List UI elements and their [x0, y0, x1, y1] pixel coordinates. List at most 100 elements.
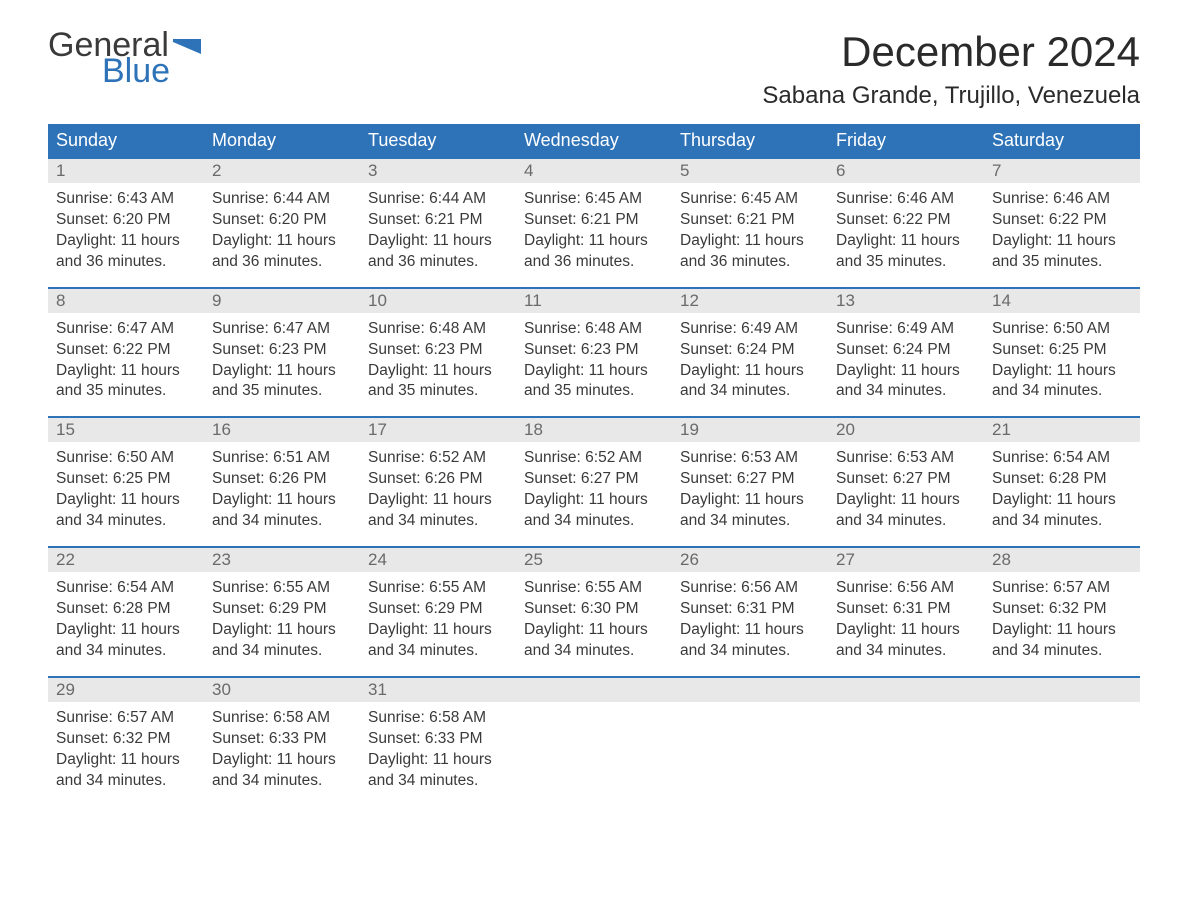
day-daylight2: and 35 minutes.	[368, 381, 508, 402]
day-daylight2: and 34 minutes.	[836, 511, 976, 532]
day-daylight1: Daylight: 11 hours	[56, 620, 196, 641]
weekday-header: Friday	[828, 124, 984, 157]
day-sunset: Sunset: 6:20 PM	[56, 210, 196, 231]
day-daylight2: and 34 minutes.	[368, 771, 508, 792]
day-cell: Sunrise: 6:43 AMSunset: 6:20 PMDaylight:…	[48, 183, 204, 273]
week-body-row: Sunrise: 6:47 AMSunset: 6:22 PMDaylight:…	[48, 313, 1140, 403]
day-number: 19	[672, 418, 828, 442]
day-number	[672, 678, 828, 702]
day-sunrise: Sunrise: 6:49 AM	[680, 319, 820, 340]
day-sunset: Sunset: 6:25 PM	[992, 340, 1132, 361]
title-block: December 2024 Sabana Grande, Trujillo, V…	[762, 28, 1140, 110]
day-number: 21	[984, 418, 1140, 442]
daynum-row: 15161718192021	[48, 416, 1140, 442]
day-daylight1: Daylight: 11 hours	[56, 750, 196, 771]
day-daylight1: Daylight: 11 hours	[524, 361, 664, 382]
day-number: 15	[48, 418, 204, 442]
day-sunrise: Sunrise: 6:44 AM	[368, 189, 508, 210]
day-sunset: Sunset: 6:30 PM	[524, 599, 664, 620]
day-cell: Sunrise: 6:45 AMSunset: 6:21 PMDaylight:…	[672, 183, 828, 273]
day-number: 5	[672, 159, 828, 183]
day-sunset: Sunset: 6:27 PM	[524, 469, 664, 490]
day-number	[828, 678, 984, 702]
day-sunset: Sunset: 6:22 PM	[992, 210, 1132, 231]
day-cell	[672, 702, 828, 792]
day-daylight2: and 34 minutes.	[680, 381, 820, 402]
day-daylight2: and 34 minutes.	[836, 641, 976, 662]
day-number: 23	[204, 548, 360, 572]
day-daylight1: Daylight: 11 hours	[212, 490, 352, 511]
day-sunrise: Sunrise: 6:53 AM	[680, 448, 820, 469]
day-cell: Sunrise: 6:50 AMSunset: 6:25 PMDaylight:…	[984, 313, 1140, 403]
day-daylight1: Daylight: 11 hours	[368, 750, 508, 771]
day-cell: Sunrise: 6:54 AMSunset: 6:28 PMDaylight:…	[984, 442, 1140, 532]
day-sunrise: Sunrise: 6:49 AM	[836, 319, 976, 340]
day-number: 25	[516, 548, 672, 572]
day-sunset: Sunset: 6:24 PM	[836, 340, 976, 361]
day-sunrise: Sunrise: 6:48 AM	[368, 319, 508, 340]
day-number: 2	[204, 159, 360, 183]
day-daylight2: and 36 minutes.	[368, 252, 508, 273]
day-number: 26	[672, 548, 828, 572]
day-sunrise: Sunrise: 6:46 AM	[992, 189, 1132, 210]
day-number: 27	[828, 548, 984, 572]
day-daylight2: and 36 minutes.	[212, 252, 352, 273]
day-daylight1: Daylight: 11 hours	[836, 231, 976, 252]
day-sunrise: Sunrise: 6:45 AM	[680, 189, 820, 210]
day-daylight1: Daylight: 11 hours	[212, 620, 352, 641]
day-sunrise: Sunrise: 6:54 AM	[992, 448, 1132, 469]
day-daylight1: Daylight: 11 hours	[212, 750, 352, 771]
day-cell	[984, 702, 1140, 792]
day-number: 14	[984, 289, 1140, 313]
calendar: SundayMondayTuesdayWednesdayThursdayFrid…	[48, 124, 1140, 791]
day-sunset: Sunset: 6:20 PM	[212, 210, 352, 231]
day-daylight1: Daylight: 11 hours	[992, 490, 1132, 511]
day-number: 28	[984, 548, 1140, 572]
page-title: December 2024	[762, 28, 1140, 76]
day-sunset: Sunset: 6:24 PM	[680, 340, 820, 361]
day-cell: Sunrise: 6:48 AMSunset: 6:23 PMDaylight:…	[516, 313, 672, 403]
day-number: 24	[360, 548, 516, 572]
weekday-header: Wednesday	[516, 124, 672, 157]
day-cell: Sunrise: 6:52 AMSunset: 6:27 PMDaylight:…	[516, 442, 672, 532]
day-number: 4	[516, 159, 672, 183]
location-subtitle: Sabana Grande, Trujillo, Venezuela	[762, 82, 1140, 110]
day-sunrise: Sunrise: 6:45 AM	[524, 189, 664, 210]
day-sunset: Sunset: 6:23 PM	[524, 340, 664, 361]
day-daylight1: Daylight: 11 hours	[56, 231, 196, 252]
day-number: 9	[204, 289, 360, 313]
day-number	[984, 678, 1140, 702]
weekday-header: Tuesday	[360, 124, 516, 157]
daynum-row: 891011121314	[48, 287, 1140, 313]
weekday-header: Sunday	[48, 124, 204, 157]
day-daylight1: Daylight: 11 hours	[992, 620, 1132, 641]
day-sunrise: Sunrise: 6:44 AM	[212, 189, 352, 210]
day-sunset: Sunset: 6:31 PM	[680, 599, 820, 620]
day-number: 10	[360, 289, 516, 313]
daynum-row: 1234567	[48, 157, 1140, 183]
day-sunset: Sunset: 6:28 PM	[56, 599, 196, 620]
day-daylight2: and 35 minutes.	[212, 381, 352, 402]
day-cell: Sunrise: 6:46 AMSunset: 6:22 PMDaylight:…	[828, 183, 984, 273]
day-daylight2: and 35 minutes.	[56, 381, 196, 402]
day-number: 17	[360, 418, 516, 442]
day-sunrise: Sunrise: 6:47 AM	[212, 319, 352, 340]
day-cell: Sunrise: 6:49 AMSunset: 6:24 PMDaylight:…	[828, 313, 984, 403]
day-cell: Sunrise: 6:44 AMSunset: 6:21 PMDaylight:…	[360, 183, 516, 273]
day-daylight2: and 34 minutes.	[992, 381, 1132, 402]
day-daylight1: Daylight: 11 hours	[836, 361, 976, 382]
day-cell: Sunrise: 6:50 AMSunset: 6:25 PMDaylight:…	[48, 442, 204, 532]
day-daylight2: and 36 minutes.	[680, 252, 820, 273]
day-sunrise: Sunrise: 6:52 AM	[368, 448, 508, 469]
day-daylight2: and 34 minutes.	[368, 511, 508, 532]
day-daylight1: Daylight: 11 hours	[524, 620, 664, 641]
day-sunrise: Sunrise: 6:56 AM	[836, 578, 976, 599]
day-daylight2: and 35 minutes.	[992, 252, 1132, 273]
header: General Blue December 2024 Sabana Grande…	[48, 28, 1140, 110]
day-sunrise: Sunrise: 6:57 AM	[992, 578, 1132, 599]
day-daylight1: Daylight: 11 hours	[368, 620, 508, 641]
weekday-header: Monday	[204, 124, 360, 157]
day-daylight2: and 34 minutes.	[212, 771, 352, 792]
day-number: 8	[48, 289, 204, 313]
day-number: 20	[828, 418, 984, 442]
